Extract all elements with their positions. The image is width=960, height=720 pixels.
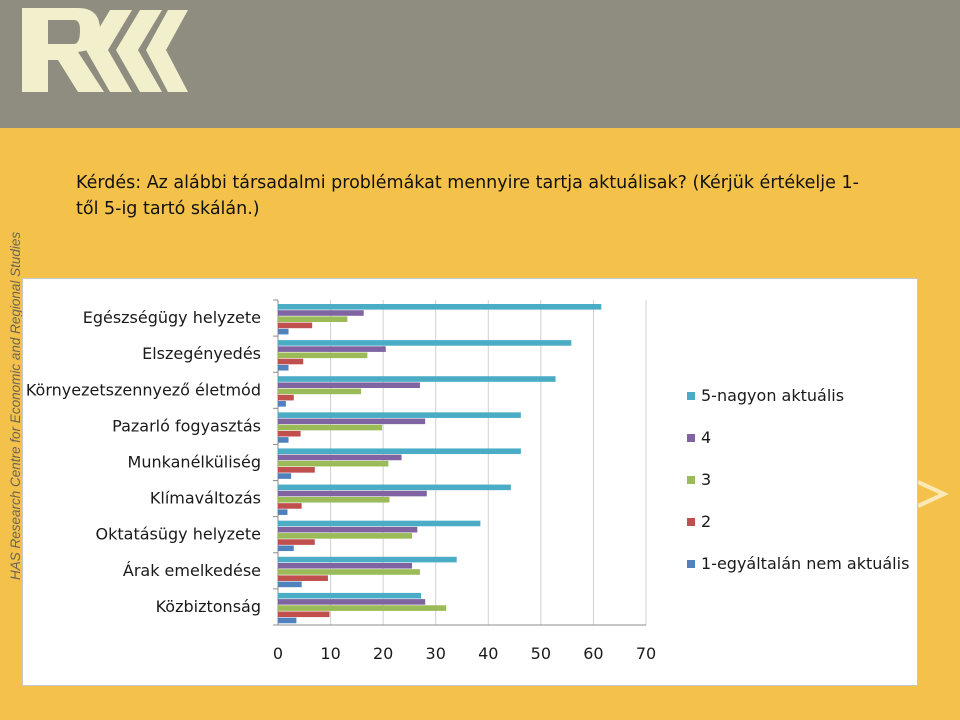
bar	[278, 328, 289, 335]
bar	[278, 533, 413, 539]
bar	[278, 581, 302, 588]
chevron-right-icon	[917, 480, 949, 508]
category-label: Környezetszennyező életmód	[26, 380, 261, 399]
legend-swatch	[687, 392, 695, 400]
bar	[278, 460, 389, 467]
legend-label: 5-nagyon aktuális	[701, 386, 844, 405]
bar	[278, 358, 304, 365]
x-tick-label: 60	[583, 644, 603, 663]
chart-panel: 0 10 20 30 40 50 60 70 Egészségügy helyzete Elsze…	[22, 278, 918, 686]
bar	[278, 388, 362, 395]
bar	[278, 304, 602, 310]
bar	[278, 484, 511, 491]
legend-swatch	[687, 518, 695, 526]
bar	[278, 310, 364, 316]
bar	[278, 376, 556, 382]
bar	[278, 473, 292, 479]
bar	[278, 599, 426, 605]
x-tick-label: 20	[373, 644, 393, 663]
bar	[278, 490, 427, 497]
bar-chart: 0 10 20 30 40 50 60 70 Egészségügy helyzete Elsze…	[26, 299, 909, 663]
bar	[278, 575, 328, 581]
bar	[278, 592, 421, 599]
x-tick-label: 0	[273, 644, 283, 663]
legend-label: 4	[701, 428, 711, 447]
bar	[278, 617, 297, 624]
legend-swatch	[687, 476, 695, 484]
bar	[278, 424, 383, 431]
vertical-caption: HAS Research Centre for Economic and Reg…	[8, 231, 23, 580]
bar	[278, 509, 288, 515]
category-label: Klímaváltozás	[150, 489, 261, 508]
bar	[278, 454, 402, 461]
category-label: Pazarló fogyasztás	[112, 416, 261, 435]
x-tick-label: 40	[478, 644, 498, 663]
bar	[278, 382, 420, 389]
bar	[278, 346, 386, 352]
bar	[278, 316, 348, 322]
category-label: Egészségügy helyzete	[83, 308, 261, 327]
category-label: Munkanélküliség	[128, 453, 261, 472]
bar	[278, 430, 301, 437]
x-tick-label: 10	[320, 644, 340, 663]
legend-swatch	[687, 434, 695, 442]
bar	[278, 352, 368, 359]
bar	[278, 448, 521, 455]
x-tick-label: 30	[426, 644, 446, 663]
category-label: Elszegényedés	[142, 344, 261, 363]
bar	[278, 364, 289, 371]
legend-swatch	[687, 560, 695, 568]
category-label: Közbiztonság	[156, 597, 261, 616]
legend-label: 3	[701, 470, 711, 489]
header-band	[0, 0, 960, 128]
bar	[278, 526, 418, 533]
bar	[278, 467, 315, 473]
rkk-logo	[22, 8, 188, 92]
bar	[278, 394, 294, 401]
bar	[278, 401, 286, 407]
bar	[278, 503, 302, 509]
category-label: Oktatásügy helyzete	[96, 525, 261, 544]
x-tick-label: 50	[531, 644, 551, 663]
bar	[278, 412, 521, 418]
question-text: Kérdés: Az alábbi társadalmi problémákat…	[76, 173, 859, 219]
bar	[278, 418, 426, 425]
bar	[278, 611, 330, 618]
legend-label: 1-egyáltalán nem aktuális	[701, 554, 909, 573]
bar	[278, 340, 572, 346]
category-label: Árak emelkedése	[123, 561, 261, 580]
bar	[278, 539, 315, 545]
bar	[278, 569, 420, 575]
bar	[278, 545, 294, 552]
bar	[278, 520, 481, 527]
bar	[278, 562, 413, 569]
bar	[278, 605, 447, 611]
legend-label: 2	[701, 512, 711, 531]
x-tick-label: 70	[636, 644, 656, 663]
bar	[278, 437, 289, 443]
bar	[278, 322, 313, 329]
bar	[278, 496, 390, 503]
bar	[278, 556, 457, 563]
